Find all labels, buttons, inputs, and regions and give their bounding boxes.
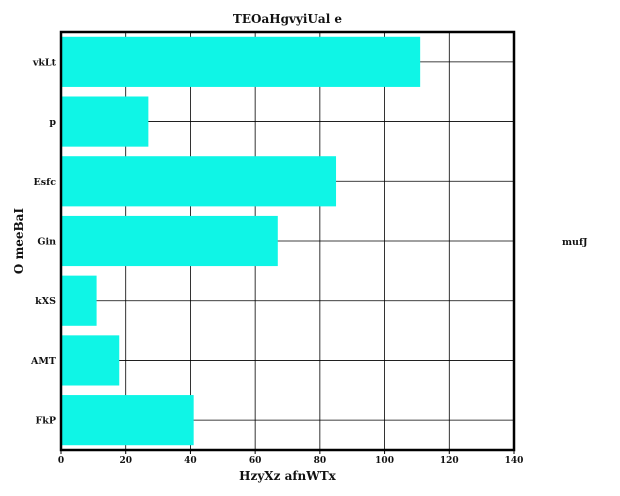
bar-p <box>61 96 149 147</box>
category-label: kXS <box>35 296 56 307</box>
chart-title: TEOaHgvyiUal e <box>233 12 343 26</box>
bar-AMT <box>61 335 120 386</box>
category-label: AMT <box>30 356 56 367</box>
legend-label: mufJ <box>562 237 588 248</box>
bars <box>61 36 421 446</box>
x-tick-label: 140 <box>505 456 524 466</box>
x-tick-label: 80 <box>314 456 327 466</box>
x-ticks: 0 20 40 60 80 100 120 140 <box>58 450 524 466</box>
x-axis-title: HzyXz afnWTx <box>239 469 336 483</box>
bar-vkLt <box>61 36 421 87</box>
plot-frame <box>59 30 516 452</box>
category-label: FkP <box>36 416 56 427</box>
category-label: Gin <box>37 237 56 248</box>
x-tick-label: 40 <box>184 456 197 466</box>
x-tick-label: 0 <box>58 456 64 466</box>
x-tick-label: 120 <box>440 456 459 466</box>
bar-FkP <box>61 395 194 446</box>
category-label: p <box>49 117 56 128</box>
y-axis-title: O meeBaI <box>12 208 26 275</box>
bar-Esfc <box>61 156 337 207</box>
x-tick-label: 20 <box>119 456 132 466</box>
x-tick-label: 60 <box>249 456 262 466</box>
category-label: Esfc <box>34 177 57 188</box>
category-labels: vkLt p Esfc Gin kXS AMT FkP <box>30 57 57 426</box>
bar-kXS <box>61 275 97 326</box>
category-label: vkLt <box>32 57 57 68</box>
bar-Gin <box>61 215 278 267</box>
x-tick-label: 100 <box>375 456 394 466</box>
